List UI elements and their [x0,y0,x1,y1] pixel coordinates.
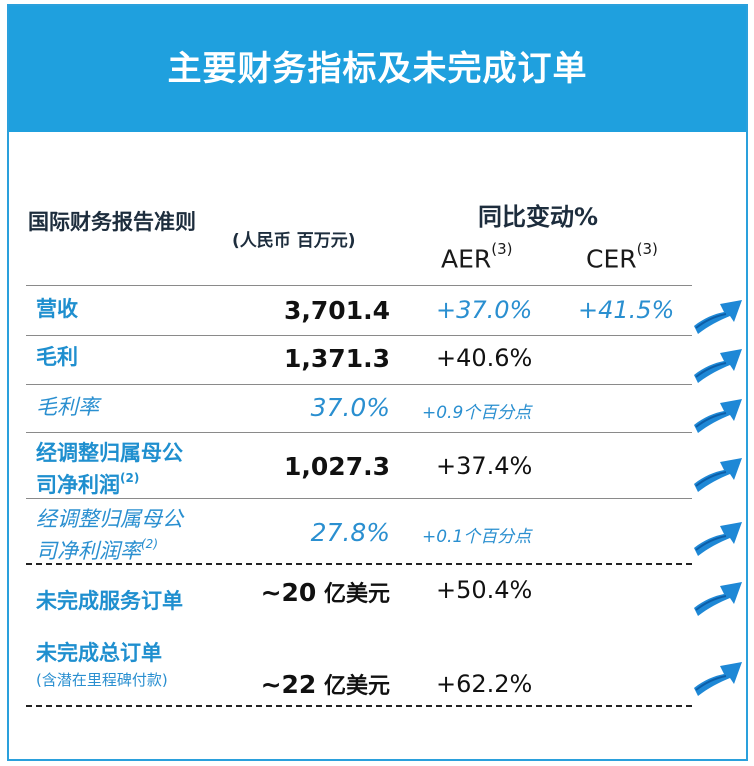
row-aer: +0.9个百分点 [422,403,532,423]
financial-summary-card: 主要财务指标及未完成订单 [7,4,748,761]
up-trend-arrow-icon [694,349,742,383]
divider [26,432,692,433]
divider [26,335,692,336]
up-trend-arrow-icon [694,458,742,492]
row-value: 27.8% [310,518,390,547]
header-yoy: 同比变动% [478,203,599,231]
row-label: 未完成总订单 (含潜在里程碑付款) [36,641,168,689]
row-value: 37.0% [310,393,390,422]
header-cer: CER(3) [586,240,658,274]
dashed-divider [26,705,692,707]
row-value: 1,027.3 [284,452,390,481]
row-value: ~20 亿美元 [260,578,390,607]
row-label: 营收 [36,297,78,321]
header-standard: 国际财务报告准则 [28,210,196,234]
row-value: ~22 亿美元 [260,670,390,699]
row-value: 3,701.4 [284,296,390,325]
row-value: 1,371.3 [284,344,390,373]
up-trend-arrow-icon [694,582,742,616]
row-aer: +62.2% [436,670,533,698]
title-banner: 主要财务指标及未完成订单 [9,6,746,132]
up-trend-arrow-icon [694,522,742,556]
up-trend-arrow-icon [694,399,742,433]
divider [26,285,692,286]
row-label: 经调整归属母公 司净利润(2) [36,441,183,497]
divider [26,498,692,499]
row-cer: +41.5% [578,296,675,324]
row-label: 毛利 [36,345,78,369]
up-trend-arrow-icon [694,662,742,696]
header-aer: AER(3) [441,240,513,274]
row-label: 毛利率 [36,395,99,419]
page-title: 主要财务指标及未完成订单 [167,49,588,89]
row-label: 经调整归属母公 司净利润率(2) [36,507,183,563]
row-aer: +0.1个百分点 [422,527,532,547]
header-unit: (人民币 百万元) [232,231,356,251]
up-trend-arrow-icon [694,300,742,334]
dashed-divider [26,563,692,565]
row-aer: +40.6% [436,344,533,372]
row-aer: +37.4% [436,452,533,480]
row-label: 未完成服务订单 [36,589,183,613]
row-aer: +37.0% [436,296,533,324]
divider [26,384,692,385]
row-aer: +50.4% [436,576,533,604]
